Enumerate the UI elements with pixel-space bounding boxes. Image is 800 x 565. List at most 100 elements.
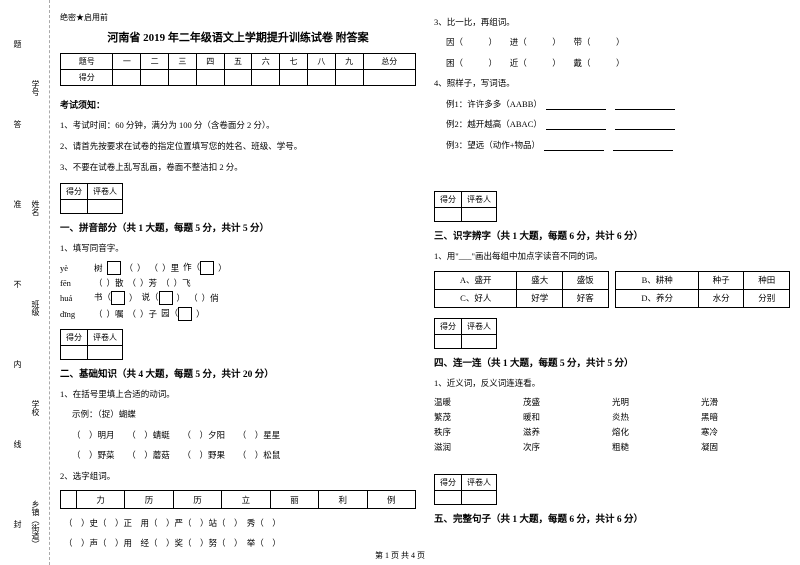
- left-column: 绝密★启用前 河南省 2019 年二年级语文上学期提升训练试卷 附答案 题号一二…: [60, 12, 416, 561]
- char-box[interactable]: [200, 261, 214, 275]
- pinyin-row: fēn（）散（）芳（）飞: [60, 277, 416, 289]
- q4-word-grid: 温暖茂盛光明光滑繁茂暖和炎热黑暗秩序滋养熔化寒冷滋润次序粗糙凝固: [434, 393, 790, 456]
- q3-stem: 1、用"___"画出每组中加点字读音不同的词。: [434, 249, 790, 263]
- q3-cell: 好学: [517, 289, 563, 307]
- char-box[interactable]: [111, 291, 125, 305]
- pinyin-cell: （: [128, 277, 137, 289]
- scorebox-cell: 评卷人: [88, 184, 123, 200]
- score-cell[interactable]: [363, 70, 416, 86]
- answer-blank[interactable]: [615, 100, 675, 110]
- pinyin-cell: （: [128, 308, 137, 320]
- char-box[interactable]: [178, 307, 192, 321]
- pinyin-cell: ）俏: [202, 292, 219, 304]
- char-choice-table: 力历历立丽利例: [60, 490, 416, 509]
- score-cell[interactable]: [141, 70, 169, 86]
- score-cell[interactable]: [169, 70, 197, 86]
- pinyin-cell: 树: [94, 262, 103, 274]
- header-cell: 八: [307, 54, 335, 70]
- q3-cell: 盛大: [517, 271, 563, 289]
- score-cell[interactable]: [196, 70, 224, 86]
- pinyin-cell: 园（: [161, 307, 192, 321]
- notice-line: 1、考试时间：60 分钟，满分为 100 分（含卷面分 2 分）。: [60, 119, 416, 132]
- q4-word: 光明: [612, 396, 701, 408]
- score-box: 得分评卷人: [60, 329, 416, 360]
- q4-row: 滋润次序粗糙凝固: [434, 441, 790, 453]
- answer-blank[interactable]: [544, 141, 604, 151]
- q4-stem: 1、近义词，反义词连连看。: [434, 376, 790, 390]
- q2-4-line: 例3：望远（动作+物品）: [446, 138, 790, 152]
- q4-word: 粗糙: [612, 441, 701, 453]
- q3-cell: 水分: [698, 289, 744, 307]
- scorebox-cell: 得分: [435, 192, 462, 208]
- score-box: 得分评卷人: [434, 318, 790, 349]
- score-cell[interactable]: 得分: [61, 70, 113, 86]
- char-cell: 历: [125, 491, 173, 509]
- scorebox-cell: 评卷人: [462, 192, 497, 208]
- page-footer: 第 1 页 共 4 页: [375, 550, 425, 561]
- score-cell[interactable]: [307, 70, 335, 86]
- exam-title: 河南省 2019 年二年级语文上学期提升训练试卷 附答案: [60, 29, 416, 45]
- q1-stem: 1、填写同音字。: [60, 241, 416, 255]
- q4-word: 温暖: [434, 396, 523, 408]
- score-cell[interactable]: [335, 70, 363, 86]
- q2-1-stem: 1、在括号里填上合适的动词。: [60, 387, 416, 401]
- header-cell: 九: [335, 54, 363, 70]
- scorebox-cell: 评卷人: [462, 318, 497, 334]
- header-cell: 三: [169, 54, 197, 70]
- pinyin-cell: ）飞: [174, 277, 191, 289]
- answer-blank[interactable]: [615, 120, 675, 130]
- answer-blank[interactable]: [546, 120, 606, 130]
- section-5-heading: 五、完整句子（共 1 大题，每题 6 分，共计 6 分）: [434, 511, 790, 525]
- pinyin-row: huá书（）说（）（）俏: [60, 291, 416, 305]
- pinyin-cell: 书（: [94, 291, 125, 305]
- pinyin-cell: ）: [196, 308, 205, 320]
- q3-cell: 盛饭: [563, 271, 609, 289]
- bind-mark: 答: [12, 120, 23, 128]
- pinyin-cell: （: [94, 277, 103, 289]
- answer-blank[interactable]: [613, 141, 673, 151]
- pinyin-cell: （: [189, 292, 198, 304]
- q2-2-line: （ ）史（ ）正 用（ ）严（ ）站（ ） 秀（ ）: [64, 516, 416, 530]
- char-box[interactable]: [159, 291, 173, 305]
- char-cell: [61, 491, 77, 509]
- pinyin-label: dīng: [60, 309, 90, 319]
- pinyin-cell: 说（: [142, 291, 173, 305]
- score-cell[interactable]: [224, 70, 252, 86]
- scorebox-cell: 得分: [435, 318, 462, 334]
- header-cell: 一: [113, 54, 141, 70]
- pinyin-cell: ）芳: [140, 277, 157, 289]
- q2-3-line: 困（ ） 近（ ） 戴（ ）: [446, 56, 790, 70]
- q3-cell: D、养分: [616, 289, 698, 307]
- char-box[interactable]: [107, 261, 121, 275]
- right-column: 3、比一比，再组词。 因（ ） 进（ ） 带（ ） 困（ ） 近（ ） 戴（ ）…: [434, 12, 790, 561]
- pinyin-label: huá: [60, 293, 90, 303]
- q4-word: 滋养: [523, 426, 612, 438]
- answer-blank[interactable]: [546, 100, 606, 110]
- scorebox-cell: 得分: [61, 329, 88, 345]
- section-2-heading: 二、基础知识（共 4 大题，每题 5 分，共计 20 分）: [60, 366, 416, 380]
- q2-4-stem: 4、照样子，写词语。: [434, 76, 790, 90]
- q3-cell: 种子: [698, 271, 744, 289]
- page-content: 绝密★启用前 河南省 2019 年二年级语文上学期提升训练试卷 附答案 题号一二…: [50, 0, 800, 565]
- q4-row: 温暖茂盛光明光滑: [434, 396, 790, 408]
- pinyin-row: dīng（）嘱（）子园（）: [60, 307, 416, 321]
- bind-mark: 内: [12, 360, 23, 368]
- q2-3-stem: 3、比一比，再组词。: [434, 15, 790, 29]
- pinyin-cell: ）散: [107, 277, 124, 289]
- pinyin-cell: （: [94, 308, 103, 320]
- pinyin-cell: ）: [129, 292, 138, 304]
- score-cell[interactable]: [280, 70, 308, 86]
- q4-word: 熔化: [612, 426, 701, 438]
- score-cell[interactable]: [252, 70, 280, 86]
- score-box: 得分评卷人: [434, 191, 790, 222]
- score-box: 得分评卷人: [60, 183, 416, 214]
- q4-word: 茂盛: [523, 396, 612, 408]
- pinyin-cell: ）里: [162, 262, 179, 274]
- pinyin-label: fēn: [60, 278, 90, 288]
- pinyin-cell: ）: [137, 262, 146, 274]
- notice-heading: 考试须知：: [60, 98, 416, 111]
- q2-4-ex: 例3：望远（动作+物品）: [446, 140, 536, 150]
- score-cell[interactable]: [113, 70, 141, 86]
- q2-1-example: 示例：（捉）蝴蝶: [72, 407, 416, 421]
- q4-word: 繁茂: [434, 411, 523, 423]
